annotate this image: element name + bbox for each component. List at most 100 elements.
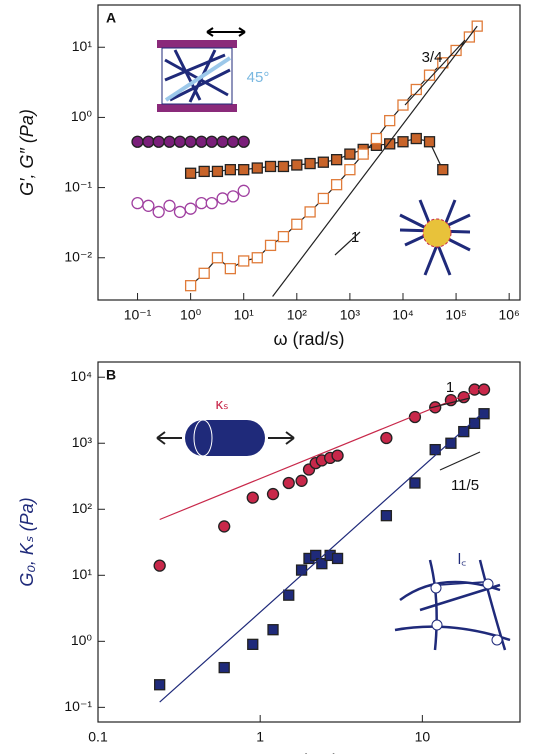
data-point xyxy=(423,136,436,148)
data-point xyxy=(267,624,279,636)
slope-guide xyxy=(404,39,466,106)
data-point xyxy=(218,520,231,533)
x-tick-label: 10² xyxy=(287,307,308,323)
data-point xyxy=(429,443,441,456)
annotation: 1 xyxy=(351,229,359,246)
panel-label: B xyxy=(106,367,116,383)
data-point xyxy=(224,164,236,176)
data-point xyxy=(184,202,197,215)
data-point xyxy=(266,487,280,501)
data-point xyxy=(410,83,422,96)
data-point xyxy=(195,135,208,148)
data-point xyxy=(344,148,356,160)
data-point xyxy=(410,132,422,145)
data-point xyxy=(277,230,290,243)
data-point xyxy=(211,252,224,264)
slope-guide xyxy=(439,451,481,471)
data-point xyxy=(153,559,166,572)
annotation: 3/4 xyxy=(422,49,443,66)
y-tick-label: 10⁻¹ xyxy=(64,178,92,194)
data-point xyxy=(163,199,176,212)
data-point xyxy=(397,99,409,111)
data-point xyxy=(154,679,166,691)
crosslink-inset xyxy=(394,559,511,651)
data-point xyxy=(384,138,396,150)
data-point xyxy=(198,165,210,178)
network-inset xyxy=(399,199,471,276)
data-point xyxy=(211,165,224,178)
data-point xyxy=(216,192,229,205)
x-tick-label: 10⁶ xyxy=(498,307,519,323)
data-point xyxy=(384,114,396,127)
x-tick-label: 10⁻¹ xyxy=(124,307,152,323)
data-point xyxy=(246,491,259,504)
data-point xyxy=(163,135,176,148)
x-tick-label: 10³ xyxy=(340,307,361,323)
data-point xyxy=(238,164,250,176)
y-tick-label: 10⁻¹ xyxy=(64,698,92,714)
data-point xyxy=(330,179,343,191)
data-point xyxy=(397,136,409,148)
annotation: 45° xyxy=(247,69,270,86)
data-point xyxy=(184,280,197,292)
data-point xyxy=(277,160,290,173)
annotation: 11/5 xyxy=(451,477,479,494)
data-point xyxy=(205,197,218,210)
data-point xyxy=(131,197,144,210)
shear-cell-inset xyxy=(157,27,246,112)
x-tick-label: 1 xyxy=(256,729,264,745)
panel-label: A xyxy=(106,10,116,26)
data-point xyxy=(264,160,277,173)
data-point xyxy=(330,154,343,166)
data-point xyxy=(218,661,230,674)
data-point xyxy=(409,477,421,489)
x-tick-label: 10⁴ xyxy=(392,307,414,323)
data-point xyxy=(184,135,197,148)
data-point xyxy=(251,162,263,174)
data-point xyxy=(264,239,277,252)
fit-line xyxy=(159,411,485,703)
data-point xyxy=(445,437,457,449)
slope-guide xyxy=(429,397,471,409)
annotation: κₛ xyxy=(215,396,228,413)
y-tick-label: 10² xyxy=(72,500,93,516)
data-point xyxy=(423,69,436,81)
data-point xyxy=(226,135,240,148)
data-point xyxy=(295,564,308,576)
data-point xyxy=(317,192,329,205)
y-tick-label: 10¹ xyxy=(72,566,93,582)
data-point xyxy=(195,197,208,210)
y-tick-label: 10⁻² xyxy=(64,248,92,264)
y-tick-label: 10⁰ xyxy=(71,632,93,648)
y-tick-label: 10⁴ xyxy=(70,368,92,384)
data-point xyxy=(370,132,383,145)
plot-frame xyxy=(97,361,521,723)
data-point xyxy=(237,184,250,197)
data-point xyxy=(251,252,263,264)
data-point xyxy=(184,167,197,179)
data-point xyxy=(316,558,328,570)
data-point xyxy=(437,57,449,69)
data-point xyxy=(283,589,295,601)
data-point xyxy=(478,408,490,420)
data-point xyxy=(152,135,165,148)
data-point xyxy=(282,476,295,490)
data-point xyxy=(357,148,369,160)
data-point xyxy=(173,135,187,148)
data-point xyxy=(331,552,344,565)
data-point xyxy=(468,417,481,430)
data-point xyxy=(247,638,259,650)
fit-line xyxy=(159,386,485,521)
data-point xyxy=(142,199,155,212)
data-point xyxy=(142,135,155,148)
data-point xyxy=(205,135,218,148)
data-point xyxy=(291,159,303,171)
x-tick-label: 0.1 xyxy=(88,729,108,745)
y-axis-label: G′, G″ (Pa) xyxy=(17,109,37,196)
data-point xyxy=(304,206,316,218)
data-point xyxy=(437,164,449,176)
y-tick-label: 10⁰ xyxy=(71,108,93,124)
data-point xyxy=(237,135,250,148)
data-point xyxy=(331,449,344,462)
